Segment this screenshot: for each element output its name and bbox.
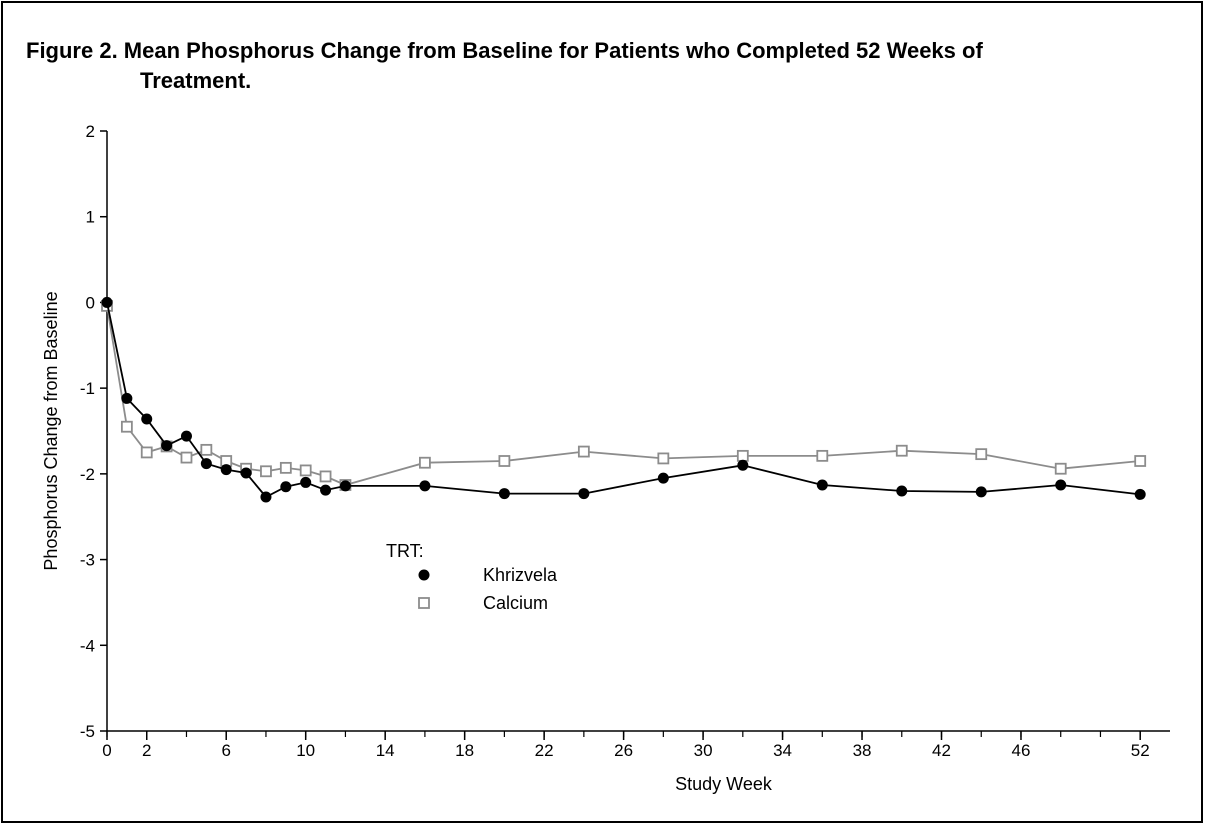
point-khrizvela xyxy=(737,459,749,471)
point-calcium xyxy=(319,470,332,483)
point-calcium xyxy=(279,461,292,474)
x-tick-label: 6 xyxy=(221,741,230,760)
point-calcium xyxy=(975,448,988,461)
point-khrizvela xyxy=(121,392,133,404)
legend-label-khrizvela: Khrizvela xyxy=(483,565,558,585)
point-khrizvela xyxy=(260,491,272,503)
point-khrizvela xyxy=(1134,488,1146,500)
legend-label-calcium: Calcium xyxy=(483,593,548,613)
x-tick-label: 26 xyxy=(614,741,633,760)
point-calcium xyxy=(180,451,193,464)
series-khrizvela xyxy=(101,296,1146,503)
x-axis-label: Study Week xyxy=(675,774,773,794)
series-calcium xyxy=(101,299,1147,491)
y-tick-label: 2 xyxy=(86,122,95,141)
y-axis-label: Phosphorus Change from Baseline xyxy=(41,291,61,570)
point-calcium xyxy=(498,455,511,467)
x-tick-label: 10 xyxy=(296,741,315,760)
point-calcium xyxy=(120,420,133,433)
figure-title-line-2: Treatment. xyxy=(140,68,252,93)
point-calcium xyxy=(1054,462,1067,475)
y-tick-label: 1 xyxy=(86,208,95,227)
x-tick-label: 14 xyxy=(376,741,395,760)
point-calcium xyxy=(299,464,312,477)
point-calcium xyxy=(816,449,829,462)
point-khrizvela xyxy=(240,467,252,479)
point-calcium xyxy=(736,449,749,462)
point-khrizvela xyxy=(320,484,332,496)
point-khrizvela xyxy=(578,488,590,500)
point-khrizvela xyxy=(419,480,431,492)
point-calcium xyxy=(895,444,908,457)
point-khrizvela xyxy=(280,481,292,493)
y-tick-label: -3 xyxy=(80,551,95,570)
point-khrizvela xyxy=(339,480,351,492)
point-khrizvela xyxy=(1055,479,1067,491)
y-tick-label: -4 xyxy=(80,636,95,655)
x-tick-label: 38 xyxy=(853,741,872,760)
figure-title: Figure 2. Mean Phosphorus Change from Ba… xyxy=(26,36,1176,96)
point-khrizvela xyxy=(141,413,153,425)
point-khrizvela xyxy=(657,472,669,484)
x-tick-label: 0 xyxy=(102,741,111,760)
legend-title: TRT: xyxy=(386,541,424,561)
legend-marker-khrizvela xyxy=(418,569,430,581)
series-layer xyxy=(101,296,1147,503)
figure-title-line-1: Figure 2. Mean Phosphorus Change from Ba… xyxy=(26,38,983,63)
axes: 210-1-2-3-4-50 2 6 10 14 18 22 26 30 34 38 42 46 52St… xyxy=(41,122,1170,794)
x-tick-label: 52 xyxy=(1131,741,1150,760)
point-calcium xyxy=(260,465,272,478)
y-tick-label: -2 xyxy=(80,465,95,484)
point-khrizvela xyxy=(300,476,312,488)
point-khrizvela xyxy=(101,296,113,308)
x-tick-label: 34 xyxy=(773,741,792,760)
point-khrizvela xyxy=(498,488,510,500)
legend: TRT: Khrizvela Calcium xyxy=(386,541,558,613)
point-calcium xyxy=(657,452,670,465)
x-tick-label: 22 xyxy=(535,741,554,760)
point-calcium xyxy=(577,445,590,458)
point-calcium xyxy=(1134,455,1147,467)
x-tick-label: 46 xyxy=(1012,741,1031,760)
legend-marker-calcium xyxy=(418,597,430,609)
point-khrizvela xyxy=(896,485,908,497)
point-khrizvela xyxy=(161,440,173,452)
x-tick-label: 42 xyxy=(932,741,951,760)
point-calcium xyxy=(140,446,153,459)
point-khrizvela xyxy=(816,479,828,491)
point-khrizvela xyxy=(975,486,987,498)
y-tick-label: -5 xyxy=(80,722,95,741)
y-tick-label: -1 xyxy=(80,379,95,398)
point-khrizvela xyxy=(180,430,192,442)
point-calcium xyxy=(419,456,431,469)
point-khrizvela xyxy=(220,464,232,476)
x-tick-label: 2 xyxy=(142,741,151,760)
y-tick-label: 0 xyxy=(86,293,95,312)
point-khrizvela xyxy=(200,458,212,470)
point-calcium xyxy=(200,443,213,456)
x-tick-label: 18 xyxy=(455,741,474,760)
x-tick-label: 30 xyxy=(694,741,713,760)
